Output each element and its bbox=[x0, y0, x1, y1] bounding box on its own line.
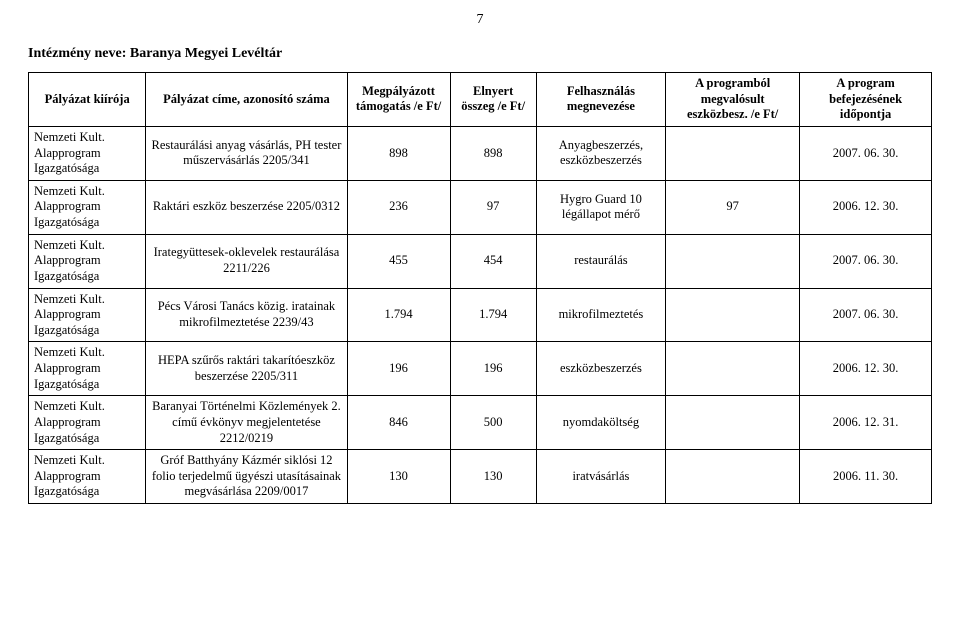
table-row: Nemzeti Kult. Alapprogram Igazgatósága B… bbox=[29, 396, 932, 450]
grants-table: Pályázat kiírója Pályázat címe, azonosít… bbox=[28, 72, 932, 504]
cell-felh: mikrofilmeztetés bbox=[536, 288, 665, 342]
cell-felh: nyomdaköltség bbox=[536, 396, 665, 450]
page: 7 Intézmény neve: Baranya Megyei Levéltá… bbox=[0, 0, 960, 633]
cell-eszk: 97 bbox=[666, 180, 800, 234]
cell-cime: Raktári eszköz beszerzése 2205/0312 bbox=[146, 180, 347, 234]
table-row: Nemzeti Kult. Alapprogram Igazgatósága R… bbox=[29, 180, 932, 234]
cell-cime: Pécs Városi Tanács közig. iratainak mikr… bbox=[146, 288, 347, 342]
cell-megp: 1.794 bbox=[347, 288, 450, 342]
cell-datum: 2006. 12. 30. bbox=[800, 342, 932, 396]
cell-eszk bbox=[666, 396, 800, 450]
cell-kiiro: Nemzeti Kult. Alapprogram Igazgatósága bbox=[29, 342, 146, 396]
table-row: Nemzeti Kult. Alapprogram Igazgatósága R… bbox=[29, 126, 932, 180]
cell-datum: 2006. 12. 31. bbox=[800, 396, 932, 450]
cell-felh: restaurálás bbox=[536, 234, 665, 288]
table-body: Nemzeti Kult. Alapprogram Igazgatósága R… bbox=[29, 126, 932, 503]
cell-megp: 846 bbox=[347, 396, 450, 450]
cell-megp: 130 bbox=[347, 450, 450, 504]
cell-datum: 2006. 12. 30. bbox=[800, 180, 932, 234]
cell-cime: Irategyüttesek-oklevelek restaurálása 22… bbox=[146, 234, 347, 288]
col-header-6: A program befejezésének időpontja bbox=[800, 73, 932, 127]
page-number: 7 bbox=[28, 12, 932, 28]
cell-kiiro: Nemzeti Kult. Alapprogram Igazgatósága bbox=[29, 288, 146, 342]
table-row: Nemzeti Kult. Alapprogram Igazgatósága P… bbox=[29, 288, 932, 342]
cell-felh: Hygro Guard 10 légállapot mérő bbox=[536, 180, 665, 234]
cell-cime: Restaurálási anyag vásárlás, PH tester m… bbox=[146, 126, 347, 180]
table-row: Nemzeti Kult. Alapprogram Igazgatósága H… bbox=[29, 342, 932, 396]
cell-elnyert: 898 bbox=[450, 126, 536, 180]
cell-megp: 236 bbox=[347, 180, 450, 234]
cell-elnyert: 130 bbox=[450, 450, 536, 504]
col-header-0: Pályázat kiírója bbox=[29, 73, 146, 127]
cell-kiiro: Nemzeti Kult. Alapprogram Igazgatósága bbox=[29, 450, 146, 504]
cell-megp: 898 bbox=[347, 126, 450, 180]
cell-elnyert: 97 bbox=[450, 180, 536, 234]
col-header-3: Elnyert összeg /e Ft/ bbox=[450, 73, 536, 127]
col-header-4: Felhasználás megnevezése bbox=[536, 73, 665, 127]
cell-megp: 455 bbox=[347, 234, 450, 288]
cell-eszk bbox=[666, 234, 800, 288]
cell-megp: 196 bbox=[347, 342, 450, 396]
cell-elnyert: 500 bbox=[450, 396, 536, 450]
cell-kiiro: Nemzeti Kult. Alapprogram Igazgatósága bbox=[29, 126, 146, 180]
cell-eszk bbox=[666, 450, 800, 504]
cell-elnyert: 1.794 bbox=[450, 288, 536, 342]
cell-datum: 2007. 06. 30. bbox=[800, 126, 932, 180]
cell-felh: iratvásárlás bbox=[536, 450, 665, 504]
cell-datum: 2007. 06. 30. bbox=[800, 234, 932, 288]
cell-elnyert: 196 bbox=[450, 342, 536, 396]
col-header-1: Pályázat címe, azonosító száma bbox=[146, 73, 347, 127]
institution-heading: Intézmény neve: Baranya Megyei Levéltár bbox=[28, 46, 932, 62]
cell-cime: Baranyai Történelmi Közlemények 2. című … bbox=[146, 396, 347, 450]
cell-kiiro: Nemzeti Kult. Alapprogram Igazgatósága bbox=[29, 180, 146, 234]
cell-eszk bbox=[666, 126, 800, 180]
cell-datum: 2006. 11. 30. bbox=[800, 450, 932, 504]
cell-eszk bbox=[666, 342, 800, 396]
table-row: Nemzeti Kult. Alapprogram Igazgatósága I… bbox=[29, 234, 932, 288]
cell-elnyert: 454 bbox=[450, 234, 536, 288]
table-row: Nemzeti Kult. Alapprogram Igazgatósága G… bbox=[29, 450, 932, 504]
table-header-row: Pályázat kiírója Pályázat címe, azonosít… bbox=[29, 73, 932, 127]
cell-datum: 2007. 06. 30. bbox=[800, 288, 932, 342]
cell-felh: Anyagbeszerzés, eszközbeszerzés bbox=[536, 126, 665, 180]
cell-cime: Gróf Batthyány Kázmér siklósi 12 folio t… bbox=[146, 450, 347, 504]
cell-kiiro: Nemzeti Kult. Alapprogram Igazgatósága bbox=[29, 396, 146, 450]
col-header-2: Megpályázott támogatás /e Ft/ bbox=[347, 73, 450, 127]
cell-eszk bbox=[666, 288, 800, 342]
cell-kiiro: Nemzeti Kult. Alapprogram Igazgatósága bbox=[29, 234, 146, 288]
col-header-5: A programból megvalósult eszközbesz. /e … bbox=[666, 73, 800, 127]
cell-cime: HEPA szűrős raktári takarítóeszköz besze… bbox=[146, 342, 347, 396]
cell-felh: eszközbeszerzés bbox=[536, 342, 665, 396]
